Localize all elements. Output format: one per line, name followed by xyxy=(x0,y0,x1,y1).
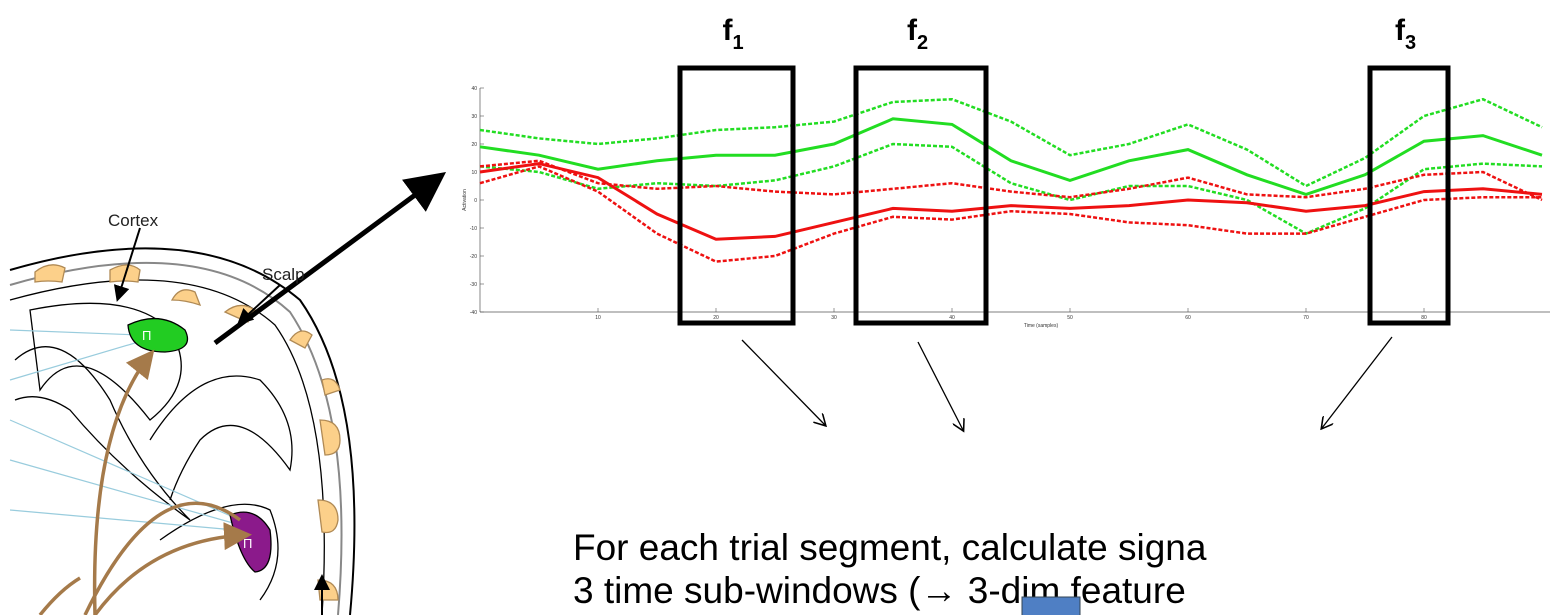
window-index: 3 xyxy=(1405,32,1416,54)
window-letter: f xyxy=(907,14,918,47)
x-tick-label: 20 xyxy=(713,315,719,321)
x-tick-label: 10 xyxy=(595,315,601,321)
signal-line xyxy=(479,117,1543,196)
window-index: 2 xyxy=(917,32,928,54)
x-tick-label: 70 xyxy=(1303,315,1309,321)
window-arrow xyxy=(741,339,825,425)
brain-diagram xyxy=(9,172,447,615)
window-box xyxy=(1367,65,1451,326)
signal-line xyxy=(479,159,1543,202)
plot: -40 -30 -20 -10 0 10 20 30 40 10 20 30 40 50 60 70 80 Tim… xyxy=(462,86,1550,329)
y-tick-label: 20 xyxy=(471,142,477,148)
y-tick-label: -40 xyxy=(470,310,477,316)
signal-line xyxy=(479,162,1543,241)
window-label: f2 xyxy=(907,14,928,54)
cortex-label: Cortex xyxy=(108,211,159,230)
x-tick-label: 60 xyxy=(1185,315,1191,321)
y-tick-label: 0 xyxy=(474,198,477,204)
y-tick-label: -20 xyxy=(470,254,477,260)
window-label: f3 xyxy=(1395,14,1416,54)
window-letter: f xyxy=(1395,14,1406,47)
y-tick-label: -30 xyxy=(470,282,477,288)
y-tick-label: 10 xyxy=(471,170,477,176)
y-axis-label: Activation xyxy=(462,189,468,211)
y-tick-label: -10 xyxy=(470,226,477,232)
source-symbol: Π xyxy=(243,536,252,551)
x-tick-label: 30 xyxy=(831,315,837,321)
window-box xyxy=(853,65,989,326)
signal-line xyxy=(479,142,1543,235)
scalp-label: Scalp xyxy=(262,265,305,284)
signal-line xyxy=(479,97,1543,188)
window-letter: f xyxy=(723,14,734,47)
window-arrow xyxy=(917,341,963,430)
x-tick-label: 80 xyxy=(1421,315,1427,321)
caption-line: 3 time sub-windows (→ 3-dim feature xyxy=(573,570,1186,611)
y-tick-label: 30 xyxy=(471,114,477,120)
x-axis-label: Time (samples) xyxy=(1024,323,1059,329)
window-box xyxy=(677,65,796,326)
x-tick-label: 40 xyxy=(949,315,955,321)
y-tick-label: 40 xyxy=(471,86,477,92)
signal-line xyxy=(479,165,1542,263)
source-symbol: Π xyxy=(142,328,151,343)
window-label: f1 xyxy=(723,14,744,54)
caption-line: For each trial segment, calculate signa xyxy=(573,527,1207,568)
window-arrow xyxy=(1322,336,1393,428)
window-index: 1 xyxy=(733,32,744,54)
blue-box xyxy=(1021,596,1081,615)
x-tick-label: 50 xyxy=(1067,315,1073,321)
